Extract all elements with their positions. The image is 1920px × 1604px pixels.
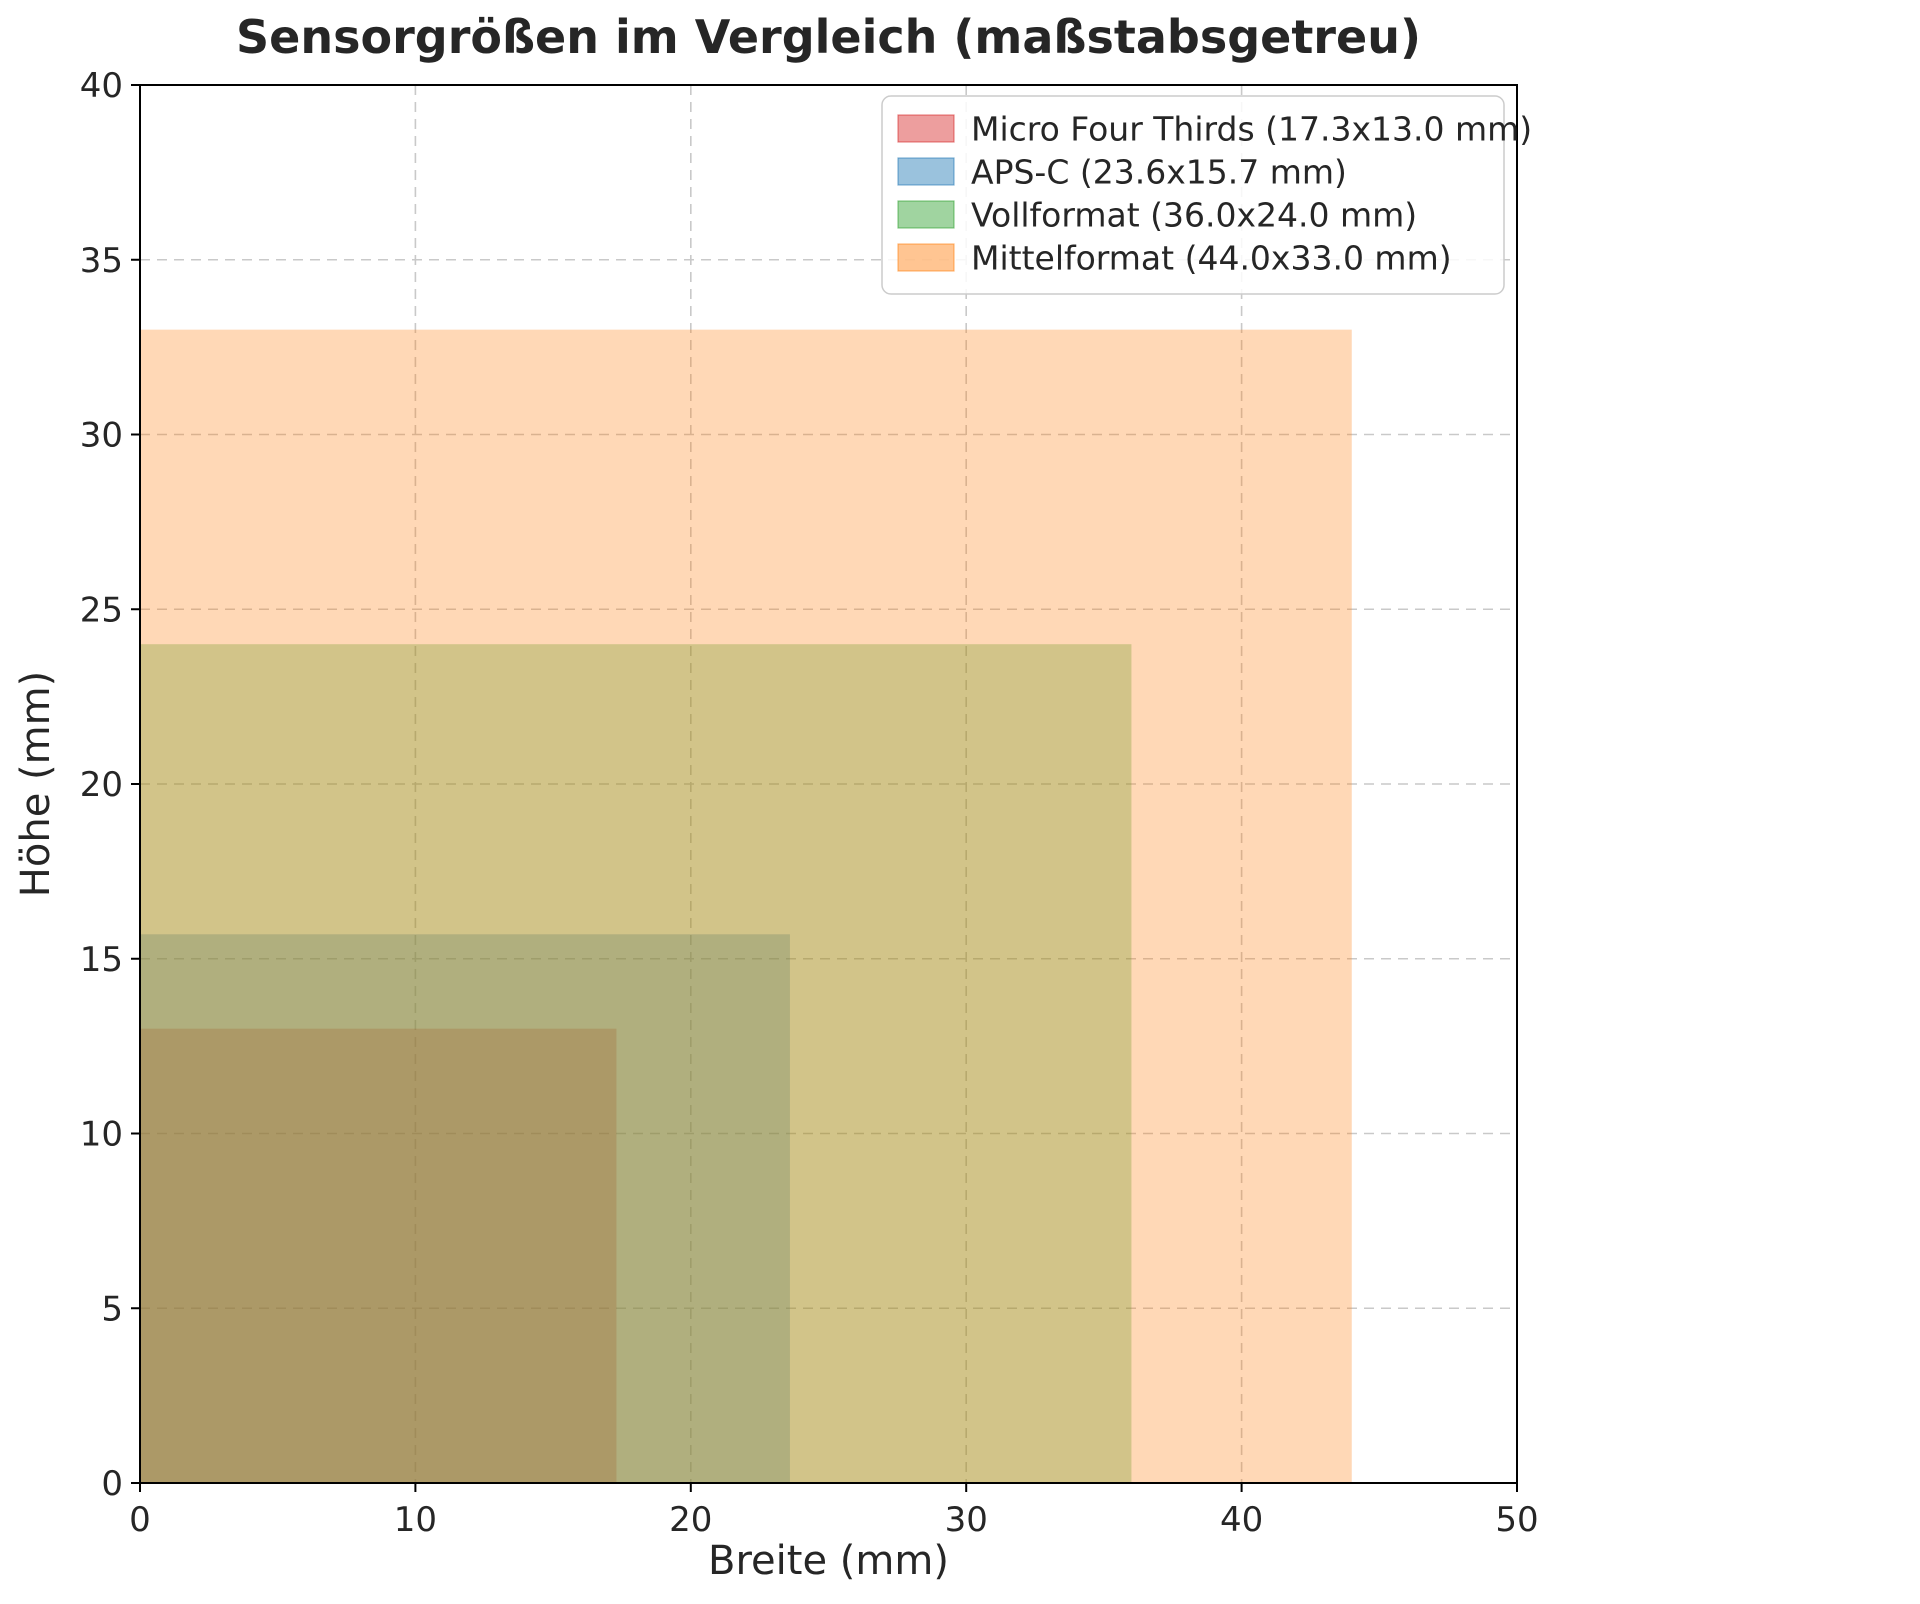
sensor-rect-apsc [140, 934, 790, 1483]
y-tick-label: 25 [80, 590, 123, 630]
y-tick-label: 15 [80, 940, 123, 980]
x-tick-label: 10 [394, 1500, 437, 1540]
legend-label-vollformat: Vollformat (36.0x24.0 mm) [971, 196, 1417, 235]
x-tick-label: 40 [1220, 1500, 1263, 1540]
x-tick-label: 20 [669, 1500, 712, 1540]
x-tick-label: 50 [1495, 1500, 1538, 1540]
chart-title: Sensorgrößen im Vergleich (maßstabsgetre… [236, 10, 1421, 64]
y-tick-label: 5 [101, 1289, 123, 1329]
legend-label-mittelformat: Mittelformat (44.0x33.0 mm) [971, 239, 1452, 278]
legend-swatch-mft [897, 114, 955, 143]
y-tick-label: 30 [80, 416, 123, 456]
tick-marks [131, 84, 1518, 1492]
legend-label-mft: Micro Four Thirds (17.3x13.0 mm) [971, 110, 1532, 149]
y-tick-label: 0 [101, 1464, 123, 1504]
y-tick-label: 35 [80, 241, 123, 281]
legend-swatch-vollformat [897, 200, 955, 229]
legend: Micro Four Thirds (17.3x13.0 mm) APS-C (2… [881, 95, 1532, 295]
legend-label-apsc: APS-C (23.6x15.7 mm) [971, 153, 1347, 192]
y-tick-label: 40 [80, 66, 123, 106]
sensor-rect-mft [140, 1028, 617, 1483]
legend-swatch-apsc [897, 157, 955, 186]
y-tick-label: 10 [80, 1115, 123, 1155]
y-tick-label: 20 [80, 765, 123, 805]
sensor-rectangles [140, 329, 1352, 1483]
sensor-rect-mittelformat [140, 329, 1352, 1483]
sensor-rect-vollformat [140, 644, 1132, 1483]
tick-labels: 0 10 20 30 40 50 0 5 10 15 20 25 30 35 40 [80, 66, 1539, 1540]
legend-box [881, 95, 1505, 295]
x-tick-label: 30 [945, 1500, 988, 1540]
x-tick-label: 0 [129, 1500, 151, 1540]
x-axis-label: Breite (mm) [708, 1538, 949, 1584]
legend-swatch-mittelformat [897, 243, 955, 272]
